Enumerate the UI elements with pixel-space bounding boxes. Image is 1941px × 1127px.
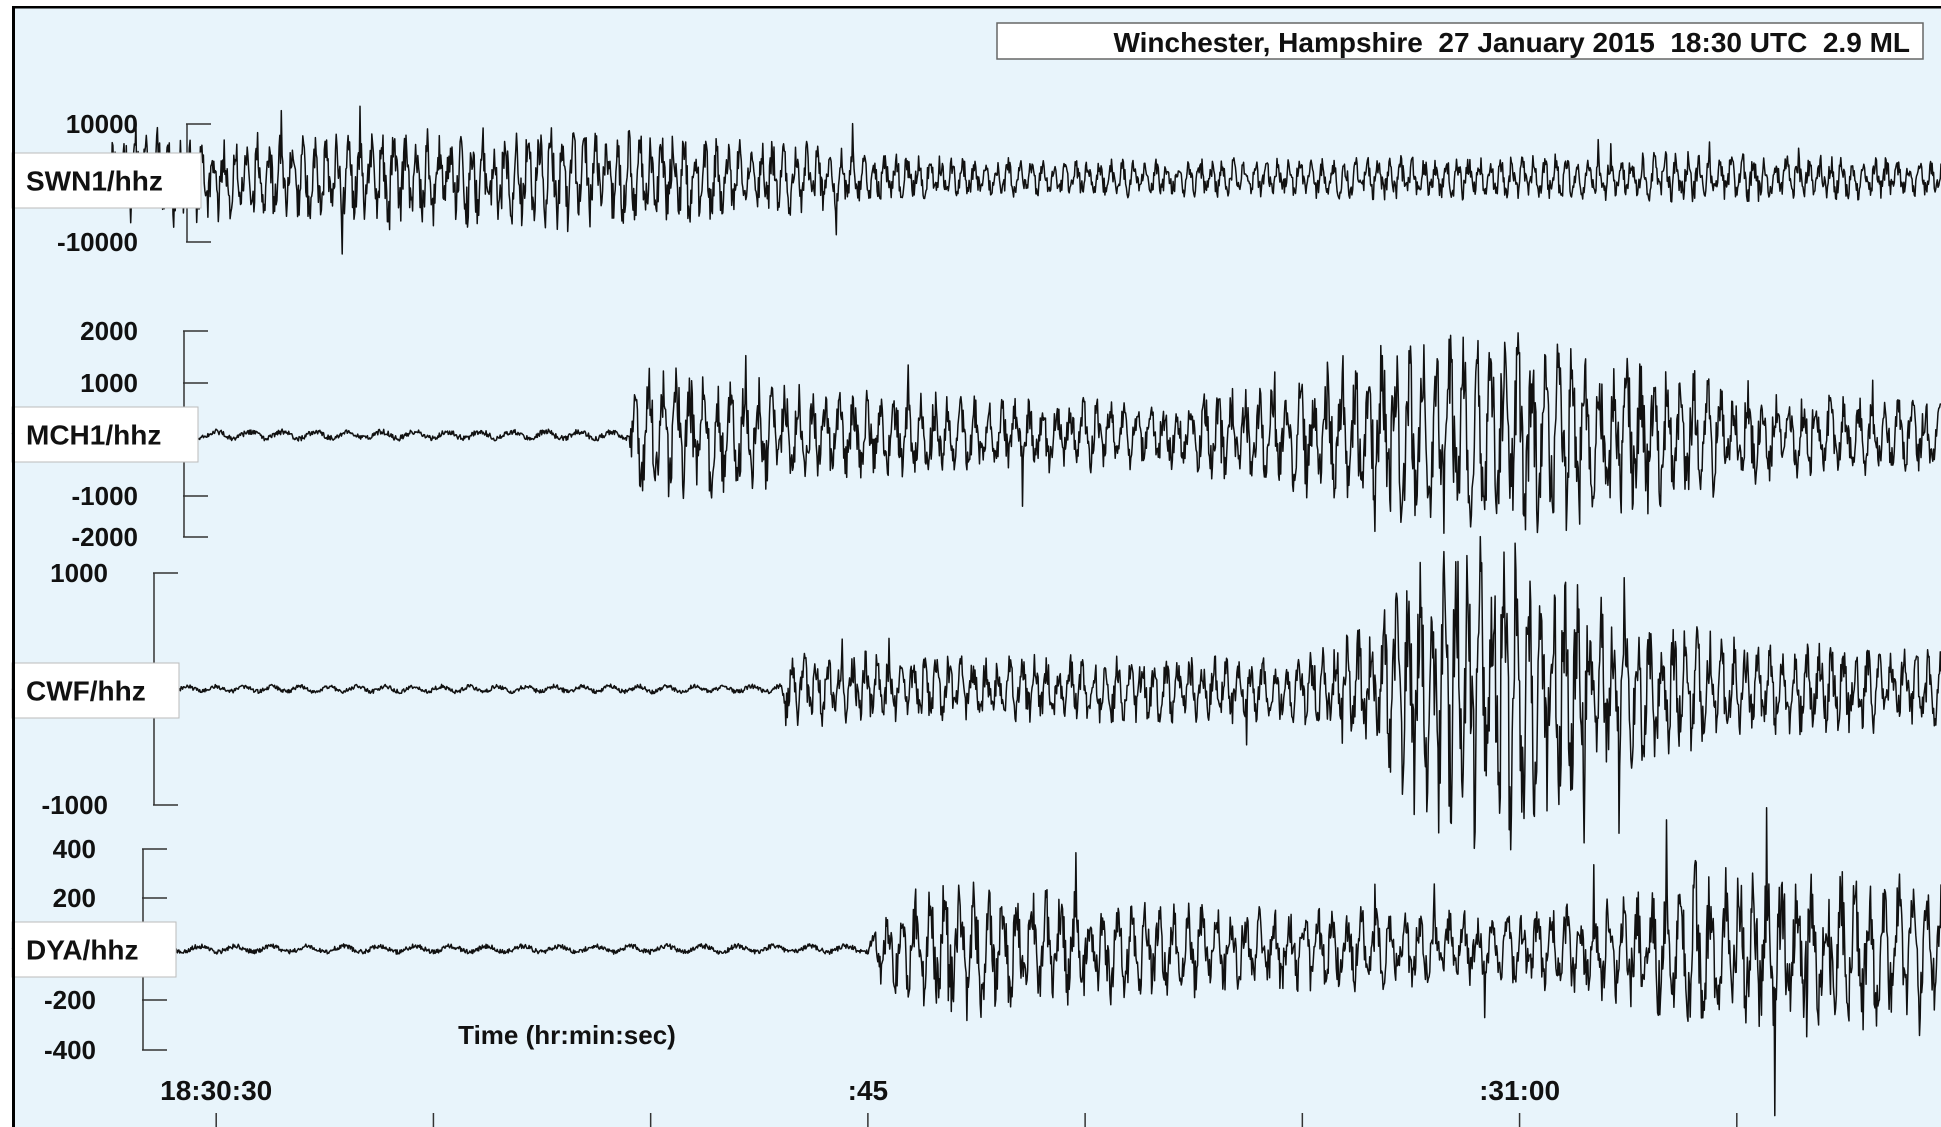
station-label-cwf: CWF/hhz — [26, 676, 146, 707]
y-tick-label-cwf: -1000 — [42, 790, 109, 820]
y-tick-label-dya: -400 — [44, 1035, 96, 1065]
station-label-mch1: MCH1/hhz — [26, 420, 161, 451]
trace-layer — [11, 105, 1941, 1117]
frame-top-edge — [12, 6, 1941, 9]
chart-title: Winchester, Hampshire 27 January 2015 18… — [1113, 27, 1910, 58]
x-axis-title: Time (hr:min:sec) — [458, 1020, 676, 1050]
station-label-layer: SWN1/hhz MCH1/hhz CWF/hhz DYA/hhz — [11, 152, 202, 978]
station-label-box-swn1 — [11, 152, 202, 209]
station-label-box-mch1 — [11, 406, 199, 463]
y-tick-label-mch1: 2000 — [80, 316, 138, 346]
y-tick-label-dya: 200 — [53, 883, 96, 913]
station-label-dya: DYA/hhz — [26, 935, 139, 966]
x-tick-label: :45 — [848, 1075, 888, 1106]
y-tick-label-dya: -200 — [44, 985, 96, 1015]
y-tick-label-swn1: 10000 — [66, 109, 138, 139]
amplitude-axes: 10000 -10000 2000 1000 -1000 -2000 1000 -1000 40… — [42, 109, 211, 1065]
frame-left-edge — [12, 6, 15, 1127]
waveform-mch1 — [11, 332, 1941, 534]
title-box: Winchester, Hampshire 27 January 2015 18… — [996, 22, 1924, 60]
station-label-box-dya — [11, 921, 177, 978]
waveform-swn1 — [11, 105, 1941, 255]
y-tick-label-mch1: 1000 — [80, 368, 138, 398]
waveform-cwf — [11, 535, 1941, 851]
x-tick-label: :31:00 — [1479, 1075, 1560, 1106]
y-tick-label-mch1: -1000 — [72, 481, 139, 511]
y-tick-label-mch1: -2000 — [72, 522, 139, 552]
y-tick-label-dya: 400 — [53, 834, 96, 864]
waveform-dya — [11, 807, 1941, 1117]
time-axis: 18:30:30:45:31:00:15:30 — [160, 1075, 1738, 1127]
y-tick-label-swn1: -10000 — [57, 227, 138, 257]
station-label-swn1: SWN1/hhz — [26, 166, 163, 197]
y-tick-label-cwf: 1000 — [50, 558, 108, 588]
x-tick-label: 18:30:30 — [160, 1075, 272, 1106]
